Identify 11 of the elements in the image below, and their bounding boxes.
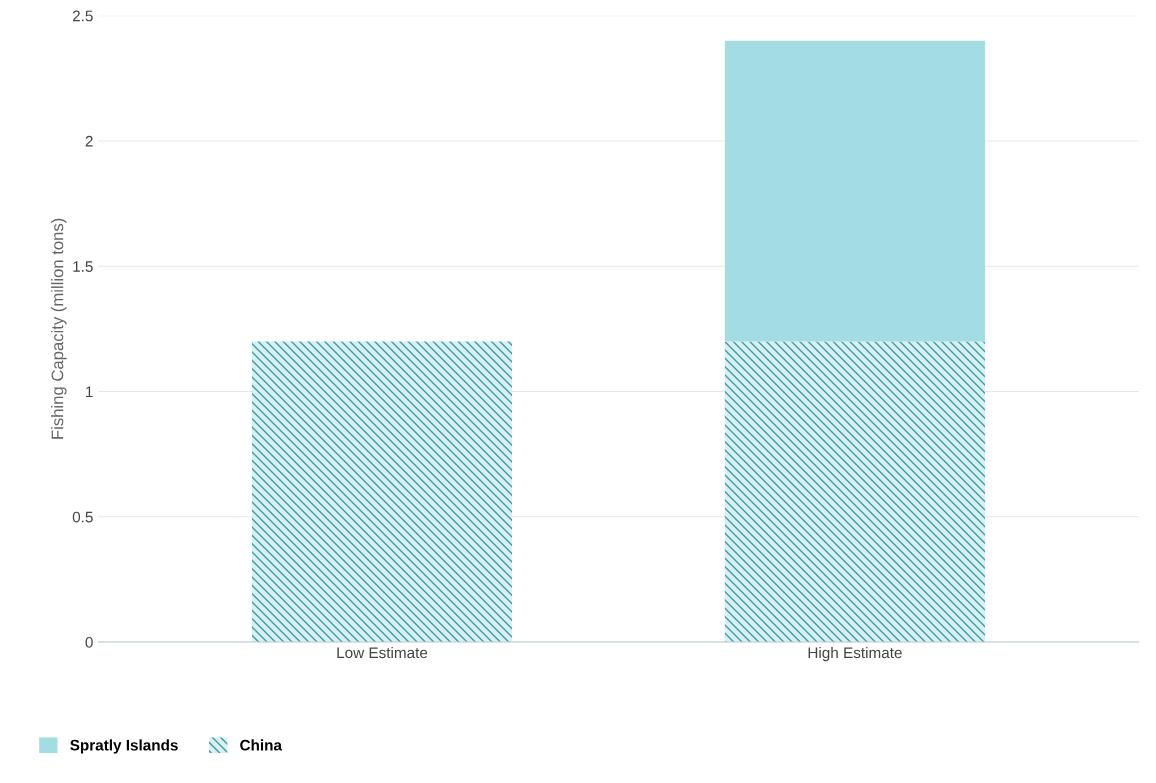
legend-label: Spratly Islands — [70, 739, 178, 754]
x-tick-label: High Estimate — [808, 646, 902, 662]
x-tick-label: Low Estimate — [337, 646, 428, 659]
legend-label: China — [240, 739, 283, 751]
y-tick-label: 0 — [85, 636, 93, 648]
y-tick-label: 2 — [85, 135, 93, 147]
y-tick-label: 2.5 — [72, 10, 93, 22]
y-tick-label: 1 — [86, 386, 93, 398]
y-axis-title: Fishing Capacity (million tons) — [51, 218, 67, 439]
y-tick-label: 0.5 — [72, 511, 93, 523]
y-tick-label: 1.5 — [73, 261, 93, 272]
